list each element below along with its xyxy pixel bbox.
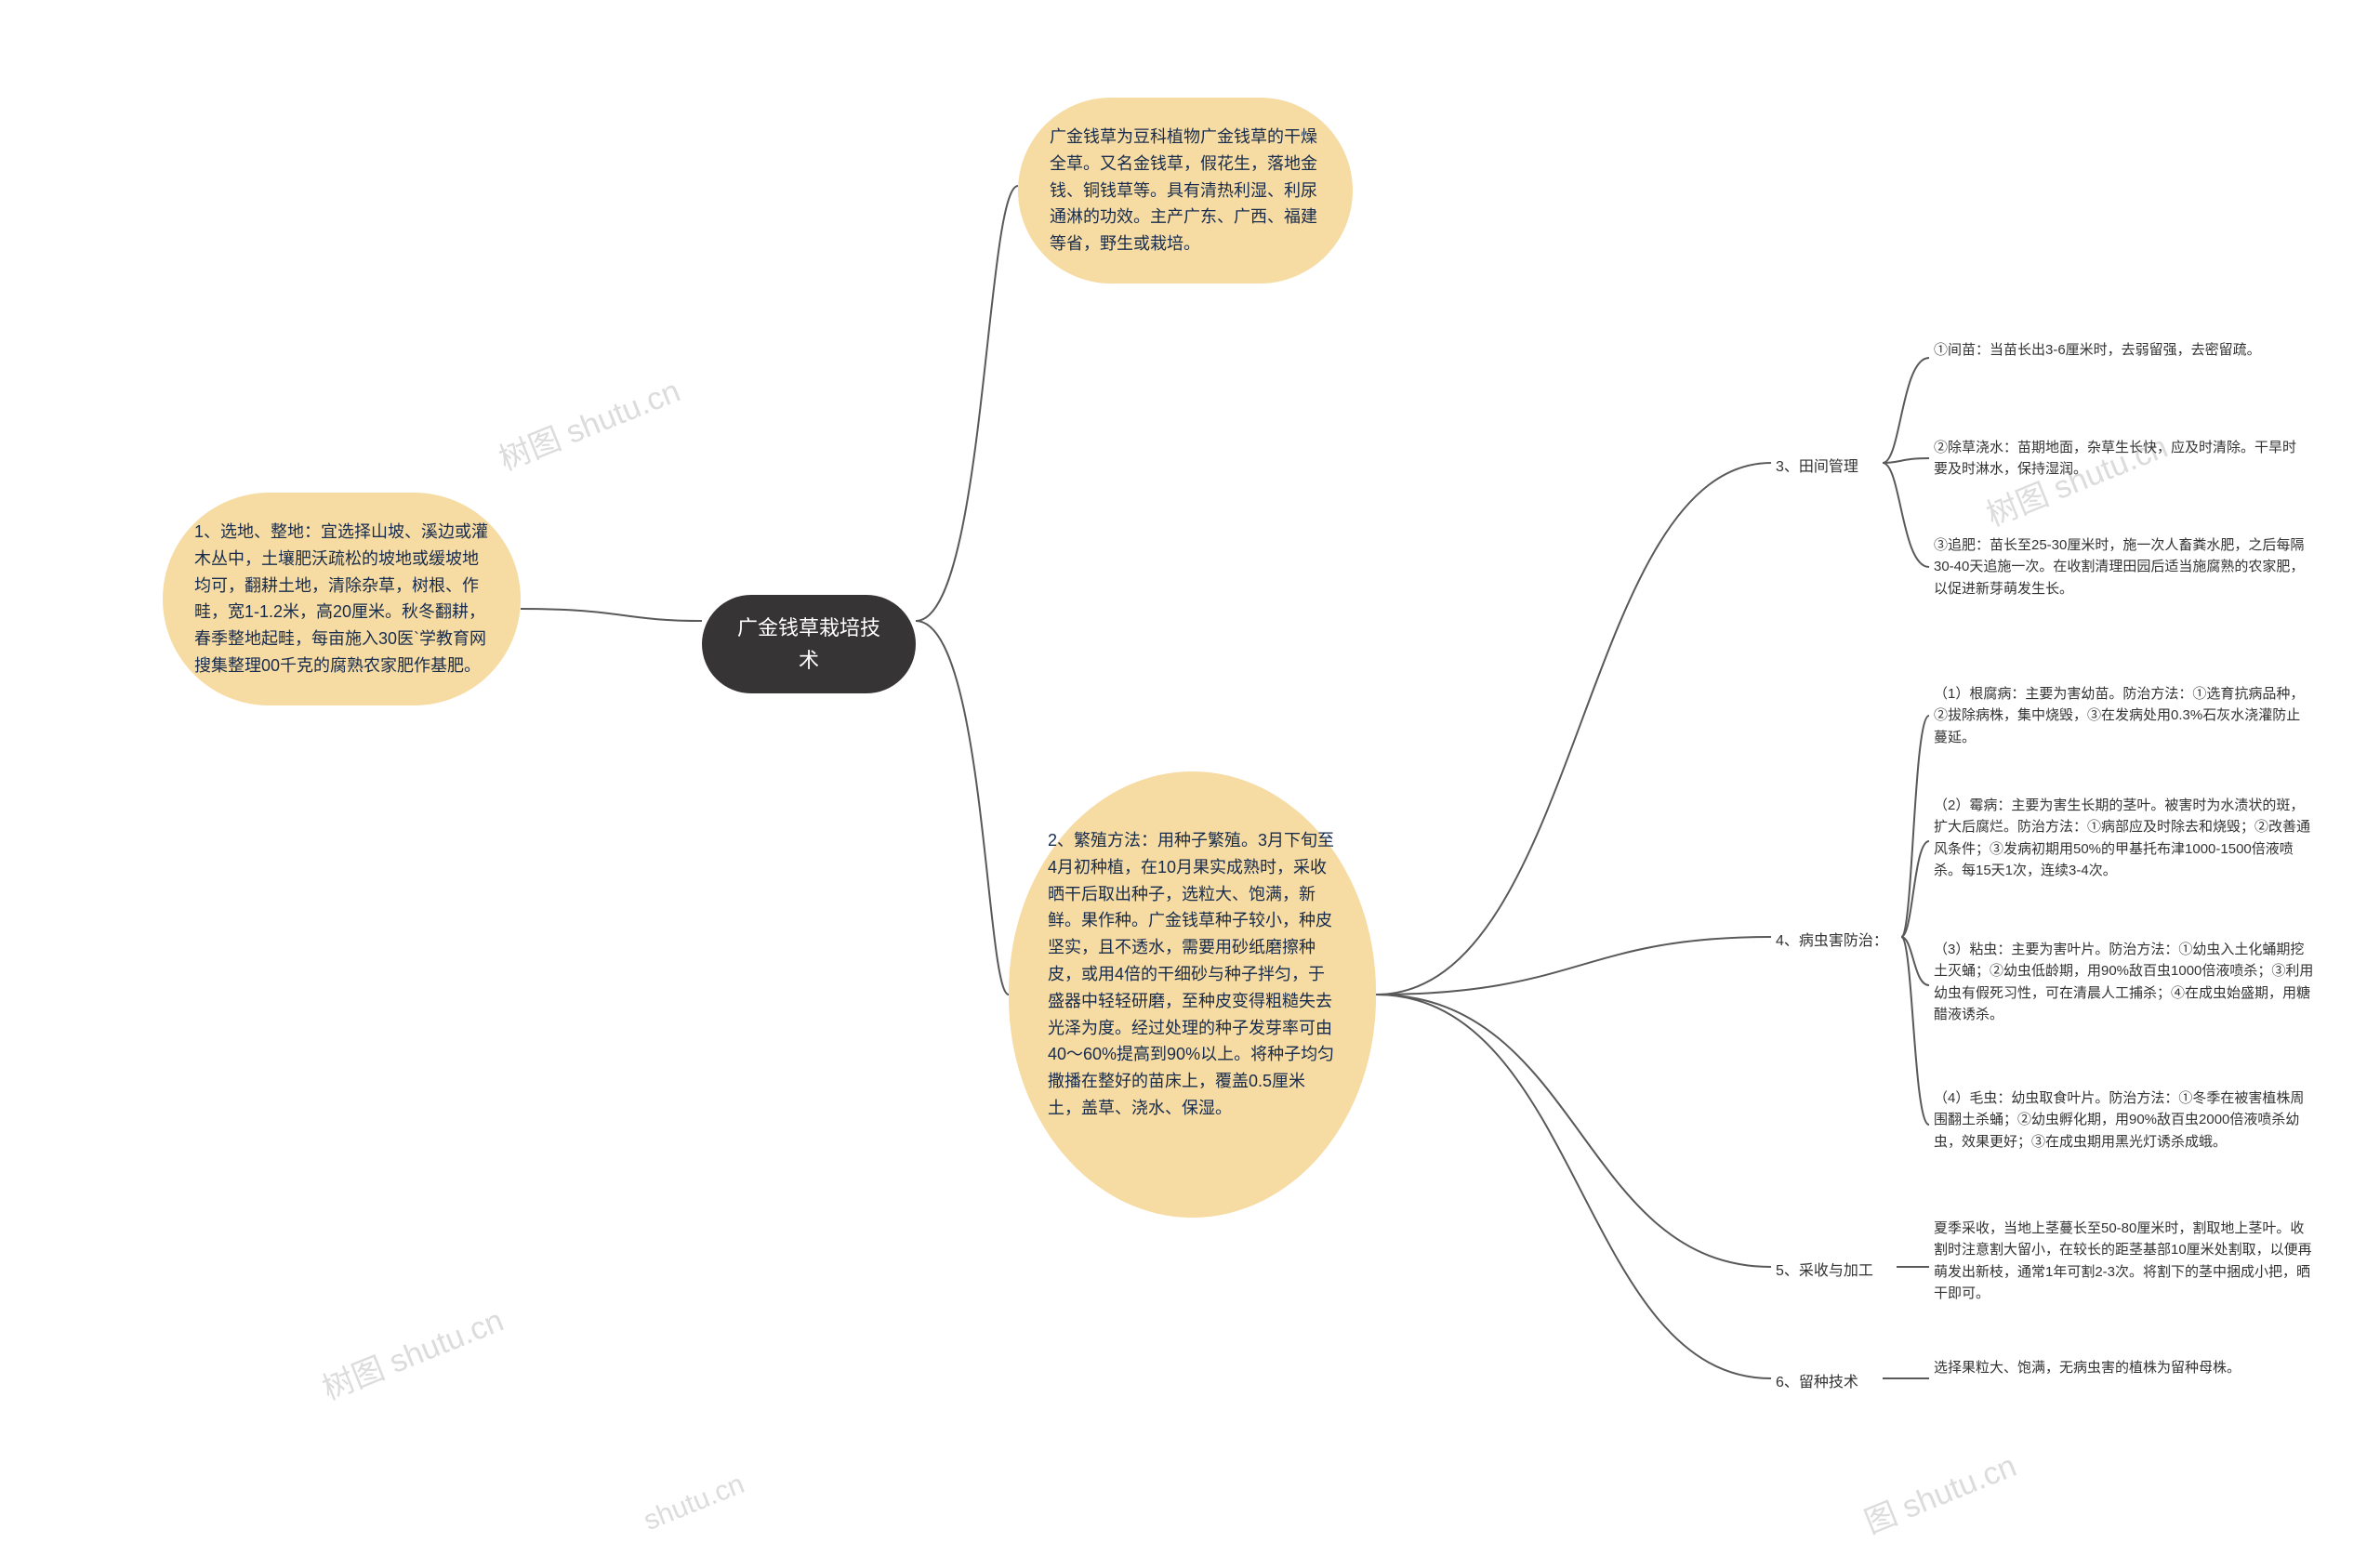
node-text: 广金钱草为豆科植物广金钱草的干燥全草。又名金钱草，假花生，落地金钱、铜钱草等。具…	[1050, 127, 1317, 253]
node-text: 1、选地、整地：宜选择山坡、溪边或灌木丛中，土壤肥沃疏松的坡地或缓坡地均可，翻耕…	[194, 522, 488, 675]
root-label: 广金钱草栽培技术	[737, 616, 880, 672]
leaf-rootrot: （1）根腐病：主要为害幼苗。防治方法：①选育抗病品种，②拔除病株，集中烧毁，③在…	[1934, 683, 2310, 748]
leaf-seedkeep: 选择果粒大、饱满，无病虫害的植株为留种母株。	[1934, 1357, 2306, 1378]
node-intro: 广金钱草为豆科植物广金钱草的干燥全草。又名金钱草，假花生，落地金钱、铜钱草等。具…	[1018, 98, 1353, 283]
root-node: 广金钱草栽培技术	[702, 595, 916, 693]
leaf-topdress: ③追肥：苗长至25-30厘米时，施一次人畜粪水肥，之后每隔30-40天追施一次。…	[1934, 534, 2310, 600]
leaf-harvest: 夏季采收，当地上茎蔓长至50-80厘米时，割取地上茎叶。收割时注意割大留小，在较…	[1934, 1218, 2315, 1304]
branch-harvest-label: 5、采收与加工	[1776, 1259, 1873, 1284]
leaf-mold: （2）霉病：主要为害生长期的茎叶。被害时为水渍状的斑，扩大后腐烂。防治方法：①病…	[1934, 795, 2315, 881]
branch-seedkeep-label: 6、留种技术	[1776, 1371, 1858, 1395]
leaf-caterpillar: （4）毛虫：幼虫取食叶片。防治方法：①冬季在被害植株周围翻土杀蛹；②幼虫孵化期，…	[1934, 1087, 2315, 1153]
leaf-armyworm: （3）粘虫：主要为害叶片。防治方法：①幼虫入土化蛹期挖土灭蛹；②幼虫低龄期，用9…	[1934, 939, 2315, 1025]
node-reproduction: 2、繁殖方法：用种子繁殖。3月下旬至4月初种植，在10月果实成熟时，采收晒干后取…	[1009, 771, 1376, 1218]
node-site-prep: 1、选地、整地：宜选择山坡、溪边或灌木丛中，土壤肥沃疏松的坡地或缓坡地均可，翻耕…	[163, 493, 521, 705]
branch-field-mgmt-label: 3、田间管理	[1776, 455, 1858, 480]
leaf-weeding: ②除草浇水：苗期地面，杂草生长快，应及时清除。干旱时要及时淋水，保持湿润。	[1934, 437, 2301, 481]
node-text: 2、繁殖方法：用种子繁殖。3月下旬至4月初种植，在10月果实成熟时，采收晒干后取…	[1048, 831, 1334, 1117]
leaf-thinning: ①间苗：当苗长出3-6厘米时，去弱留强，去密留疏。	[1934, 339, 2287, 361]
branch-pest-label: 4、病虫害防治：	[1776, 929, 1888, 954]
